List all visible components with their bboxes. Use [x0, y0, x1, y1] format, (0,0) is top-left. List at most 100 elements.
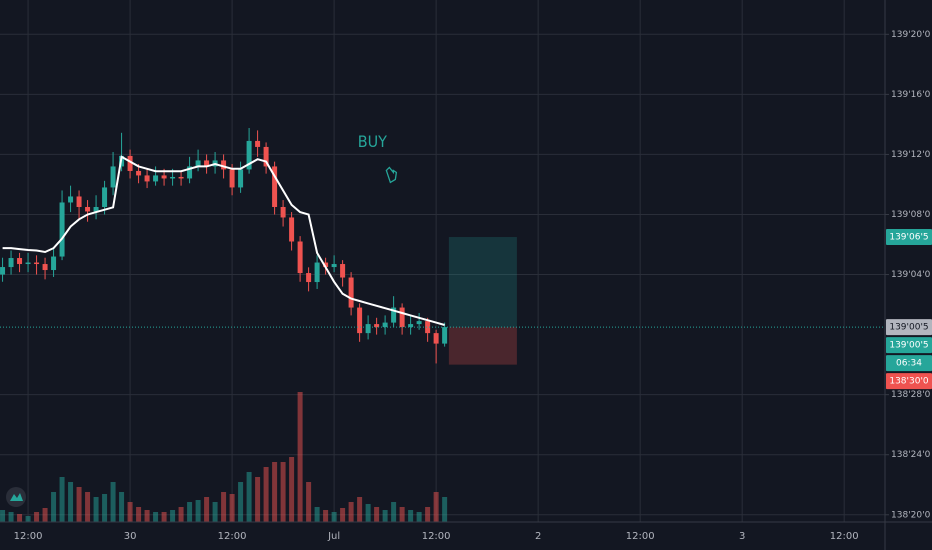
volume-bar: [348, 502, 354, 522]
candle-body: [382, 322, 388, 328]
volume-bar: [416, 512, 422, 522]
candle-body: [442, 327, 448, 344]
y-tick-label: 139'12'0: [891, 150, 931, 160]
candle-body: [161, 175, 167, 179]
candle-body: [170, 176, 176, 179]
axes: 12:00 30 12:00 Jul 12:00 2 12:00 3 12:00 139'20'0…: [14, 30, 932, 542]
candle-body: [110, 166, 116, 188]
candle-body: [238, 169, 244, 188]
volume-bar: [0, 510, 6, 522]
x-tick-label: 3: [739, 531, 745, 542]
price-label: 138'30'0: [889, 377, 929, 387]
volume-bar: [382, 510, 388, 522]
volume-bar: [144, 510, 150, 522]
x-tick-label: 12:00: [830, 531, 859, 542]
y-tick-label: 139'08'0: [891, 210, 931, 220]
y-tick-label: 139'20'0: [891, 30, 931, 40]
candle-body: [331, 264, 337, 268]
volume-bar: [93, 497, 99, 522]
candle-body: [51, 256, 57, 271]
candle-body: [255, 140, 261, 147]
volume-bar: [212, 502, 218, 522]
price-label-box: [886, 373, 932, 390]
logo[interactable]: [6, 487, 26, 507]
volume-bar: [280, 462, 286, 522]
volume-bar: [8, 512, 14, 522]
candle-body: [314, 262, 320, 283]
plot: [0, 128, 885, 522]
candle-body: [365, 324, 371, 334]
volume-bar: [34, 512, 40, 522]
candle-body: [178, 176, 184, 179]
price-label-box: [886, 229, 932, 246]
candle-body: [153, 175, 159, 182]
volume-bar: [187, 502, 193, 522]
volume-bar: [425, 507, 431, 522]
volume-bar: [272, 462, 278, 522]
candle-body: [42, 264, 48, 271]
volume-bar: [102, 494, 108, 522]
volume-bar: [365, 504, 371, 522]
y-tick-label: 138'24'0: [891, 450, 931, 460]
candle-body: [85, 206, 91, 212]
volume-bar: [85, 492, 91, 522]
volume-bar: [153, 512, 159, 522]
candle-body: [34, 262, 40, 265]
volume-bar: [110, 482, 116, 522]
volume-bar: [161, 512, 167, 522]
target-zone: [448, 237, 517, 328]
candle-body: [399, 307, 405, 328]
candle-body: [408, 324, 414, 328]
volume-bar: [433, 492, 439, 522]
volume-bar: [204, 497, 210, 522]
candle-body: [306, 273, 312, 283]
volume-bar: [119, 492, 125, 522]
volume-bar: [51, 492, 57, 522]
moving-average: [2, 155, 445, 326]
candle-body: [102, 187, 108, 207]
candle-body: [297, 241, 303, 274]
volume-bar: [170, 510, 176, 522]
volume-bar: [68, 482, 74, 522]
volume-bar: [340, 508, 346, 522]
volume-bar: [17, 514, 23, 522]
volume-bar: [25, 516, 31, 522]
candle-body: [263, 146, 269, 167]
candle-body: [221, 160, 227, 170]
price-label-box: [886, 319, 932, 336]
volume-bar: [255, 477, 261, 522]
volume-bar: [408, 510, 414, 522]
volume-bar: [323, 510, 329, 522]
candle-body: [357, 307, 363, 334]
volume-bar: [238, 482, 244, 522]
candle-body: [8, 258, 14, 268]
cursor-icon: [385, 166, 398, 184]
candle-body: [374, 324, 380, 328]
price-label-box: [886, 355, 932, 372]
volume-bar: [331, 512, 337, 522]
volume-bar: [289, 457, 295, 522]
candle-body: [425, 321, 431, 334]
x-tick-label: Jul: [327, 531, 340, 542]
x-tick-label: 12:00: [422, 531, 451, 542]
volume-bar: [297, 392, 303, 522]
candle-body: [0, 267, 6, 275]
volume-bar: [229, 494, 235, 522]
volume-bar: [127, 502, 133, 522]
candle-body: [187, 166, 193, 179]
candle-body: [68, 196, 74, 203]
price-label: 139'00'5: [889, 323, 928, 333]
candle-body: [280, 206, 286, 218]
volume-bar: [374, 507, 380, 522]
y-tick-label: 138'20'0: [891, 510, 931, 520]
volume-bar: [314, 507, 320, 522]
grid: [0, 0, 885, 522]
volume-bar: [59, 477, 65, 522]
x-tick-label: 30: [124, 531, 137, 542]
y-tick-label: 139'04'0: [891, 270, 931, 280]
x-tick-label: 12:00: [218, 531, 247, 542]
volume-bar: [42, 508, 48, 522]
price-label: 06:34: [896, 359, 922, 369]
stop-zone: [448, 327, 517, 365]
